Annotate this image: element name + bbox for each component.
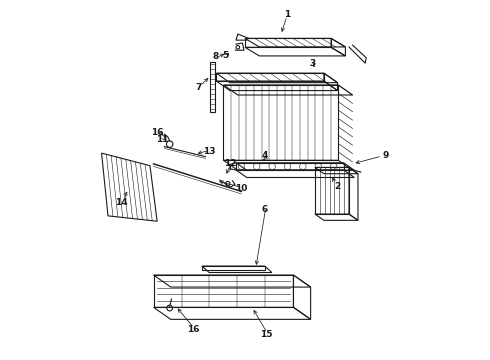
Text: 5: 5 [222, 51, 228, 60]
Text: 11: 11 [155, 135, 168, 144]
Text: 14: 14 [115, 198, 127, 207]
Text: 9: 9 [382, 152, 389, 161]
Text: 10: 10 [235, 184, 247, 193]
Text: 16: 16 [151, 128, 163, 137]
Text: 12: 12 [224, 159, 237, 168]
Text: 2: 2 [334, 181, 340, 190]
Text: 13: 13 [203, 147, 216, 156]
Text: 7: 7 [195, 83, 201, 92]
Text: 16: 16 [187, 325, 199, 334]
Text: 1: 1 [284, 10, 290, 19]
Text: 6: 6 [262, 205, 268, 214]
Text: 8: 8 [212, 52, 219, 61]
Text: 4: 4 [262, 152, 268, 161]
Text: 3: 3 [309, 59, 316, 68]
Text: 15: 15 [260, 330, 273, 339]
